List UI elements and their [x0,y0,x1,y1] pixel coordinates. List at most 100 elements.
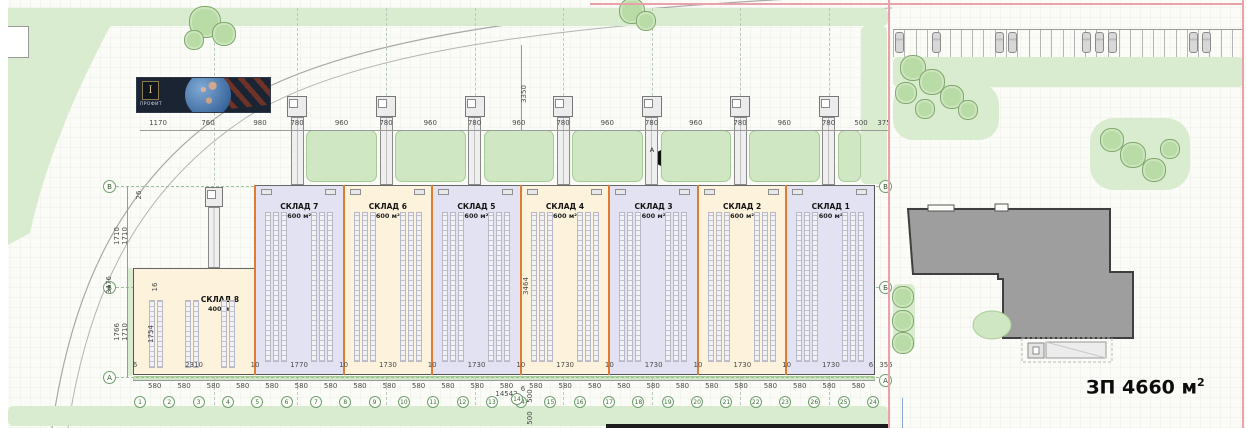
parking-stall [1017,30,1019,57]
dock-tower-shaft [208,207,220,268]
unit-divider [254,185,256,375]
parking-stall [972,30,974,57]
rack-column [504,212,511,362]
tree-icon [892,310,914,332]
dim-label: 1170 [149,119,167,127]
rack-column [399,212,406,362]
rack-column [850,212,857,362]
dim-label: 1730 [644,361,663,369]
rack-column [619,212,626,362]
dim-label: 580 [617,382,631,390]
column-bubble: 1 [134,396,146,408]
rack-column [715,212,722,362]
dim-label-vertical: 3476 [105,276,113,294]
grid-marker: Б [879,281,892,294]
dim-label: 580 [763,382,778,390]
unit-divider [785,185,788,375]
warehouse-area: 600 м² [641,212,666,220]
rack-column [858,212,865,362]
warehouse-area: 600 м² [552,212,577,220]
parking-stall [893,30,894,57]
globe-icon [185,78,231,112]
dim-total-label: 14542 [495,390,518,398]
dim-label: 780 [379,119,393,127]
dock-equipment-icon [526,189,538,195]
tree-icon [1100,128,1124,152]
hedge [837,130,861,182]
car-icon [1189,32,1198,53]
warehouse-area: 600 м² [730,212,755,220]
parking-stall [1039,30,1041,57]
boundary-line [590,3,1243,5]
block-edge [133,268,134,375]
dim-label: 1730 [821,361,840,369]
dim-label: 960 [777,119,791,127]
dim-label-vertical: 3350 [520,85,528,103]
dim-label: 580 [529,382,543,390]
hedge [572,130,643,182]
parking-stall [1152,30,1154,57]
column-bubble: 25 [837,396,850,408]
dim-label: 580 [382,382,396,390]
dim-label: 1730 [378,361,397,369]
unit-divider [696,185,699,375]
parking-stall [1062,30,1064,57]
dock-equipment-icon [261,189,272,195]
dim-label: 580 [470,382,484,390]
column-bubble: 8 [339,396,352,408]
column-bubble: 14 [511,393,523,405]
rack-column [193,300,199,368]
column-bubble: 20 [691,396,704,408]
column-bubble: 2 [163,396,176,408]
rack-column [311,212,317,362]
warehouse-name: СКЛАД 1 [811,202,850,211]
column-bubble: 23 [779,396,792,408]
dim-line-3350 [521,45,522,130]
dim-label: 10 [604,361,614,369]
tree-icon [1120,142,1146,168]
rack-column [796,212,803,362]
dock-equipment-icon [767,189,779,195]
dim-label: 10 [427,361,437,369]
rack-column [769,212,776,362]
lawn-patch [972,310,1012,340]
car-icon [1108,32,1117,53]
warehouse-area: 400 м² [208,305,232,313]
rack-column [415,212,422,362]
rack-column [753,212,760,362]
parking-stall [1186,30,1188,57]
dock-equipment-icon [413,189,425,195]
column-bubble: 12 [456,396,469,408]
dim-label: 760 [201,119,215,127]
column-bubble: 15 [544,396,557,408]
dim-label-vertical: 26 [135,190,143,200]
site-area-sup: 2 [1197,376,1205,389]
frame-edge [606,424,888,428]
parking-stall [1006,30,1007,57]
dim-label: 580 [499,382,514,390]
tree-icon [636,11,656,31]
dim-label: 580 [646,382,660,390]
dock-equipment-icon [349,189,361,195]
dock-tower-shaft [379,117,393,185]
unit-divider [519,185,522,375]
parking-stall [1141,30,1143,57]
warehouse-name: СКЛАД 7 [280,202,319,211]
parking-stall [1198,30,1200,57]
column-bubble: 13 [485,396,498,408]
car-icon [895,32,904,53]
logo-watermark: I ПРОФИТ [137,78,270,112]
dim-label-vertical: 500 [526,411,534,425]
rack-column [450,212,457,362]
dim-label: 580 [323,382,338,390]
dim-label: 580 [558,382,572,390]
dim-label: 960 [334,119,349,127]
dim-label: 10 [782,361,792,369]
parking-rail [893,29,1243,30]
column-bubble: 22 [749,396,762,408]
dim-label-vertical: 1710 [121,323,129,341]
dim-label: 580 [148,382,162,390]
dim-label-vertical: 1710 [113,227,121,245]
rack-column [157,300,163,368]
